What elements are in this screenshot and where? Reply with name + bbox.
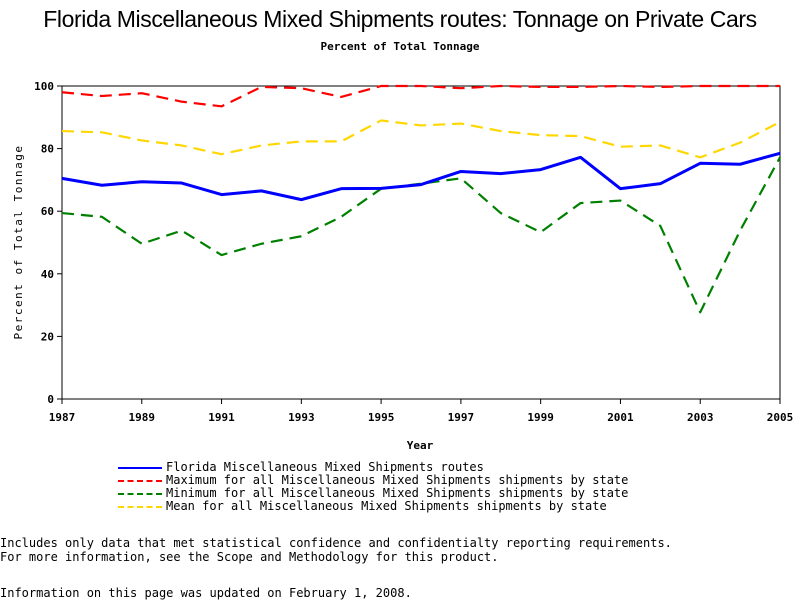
legend-item-maximum: Maximum for all Miscellaneous Mixed Ship… [118,474,628,487]
y-tick-label: 80 [41,143,54,156]
x-tick-label: 2001 [607,411,634,424]
series-line-mean [61,119,781,159]
legend-item-mean: Mean for all Miscellaneous Mixed Shipmen… [118,500,628,513]
y-tick-label: 60 [41,205,54,218]
footnote-methodology: For more information, see the Scope and … [0,550,499,564]
x-axis-ticks: 1987 1989 1991 1993 1995 1997 1999 2001 2003 2005 [49,399,794,424]
y-tick-label: 40 [41,268,54,281]
series-layer [61,84,781,314]
x-axis-label: Year [407,439,434,452]
plot-area-border [61,85,781,400]
legend-item-minimum: Minimum for all Miscellaneous Mixed Ship… [118,487,628,500]
x-tick-label: 2005 [767,411,794,424]
legend-swatch-mean [118,505,162,508]
x-tick-label: 1997 [448,411,475,424]
x-tick-label: 1987 [49,411,76,424]
y-tick-label: 100 [34,80,54,93]
y-tick-label: 20 [41,330,54,343]
x-tick-label: 1995 [368,411,395,424]
series-line-florida [61,151,781,202]
y-tick-label: 0 [47,393,54,406]
legend-item-florida: Florida Miscellaneous Mixed Shipments ro… [118,461,628,474]
legend: Florida Miscellaneous Mixed Shipments ro… [118,461,628,513]
legend-swatch-maximum [118,479,162,482]
series-line-maximum [61,84,780,108]
plot-frame [61,85,781,400]
update-notice: Information on this page was updated on … [0,586,412,600]
legend-label-florida: Florida Miscellaneous Mixed Shipments ro… [166,460,484,474]
x-tick-label: 1991 [208,411,235,424]
footnote-confidence: Includes only data that met statistical … [0,536,672,550]
footnotes: Includes only data that met statistical … [0,536,672,564]
x-tick-label: 1989 [129,411,156,424]
y-axis-ticks: 0 20 40 60 80 100 [34,80,62,406]
series-line-minimum [61,156,781,314]
chart-subtitle: Percent of Total Tonnage [320,40,480,53]
legend-label-maximum: Maximum for all Miscellaneous Mixed Ship… [166,473,629,487]
legend-label-mean: Mean for all Miscellaneous Mixed Shipmen… [166,499,607,513]
legend-label-minimum: Minimum for all Miscellaneous Mixed Ship… [166,486,629,500]
chart-title: Florida Miscellaneous Mixed Shipments ro… [43,6,757,32]
y-axis-label: Percent of Total Tonnage [12,145,25,340]
x-tick-label: 2003 [687,411,714,424]
legend-swatch-minimum [118,492,162,495]
x-tick-label: 1999 [527,411,554,424]
x-tick-label: 1993 [288,411,315,424]
legend-swatch-florida [118,466,162,469]
